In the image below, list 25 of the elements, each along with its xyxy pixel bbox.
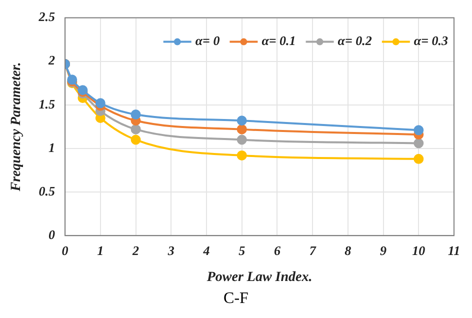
y-axis-title: Frequency Parameter. bbox=[9, 62, 24, 192]
x-tick-label: 10 bbox=[412, 242, 426, 258]
x-tick-label: 2 bbox=[132, 242, 140, 258]
x-axis-title: Power Law Index. bbox=[206, 270, 312, 286]
y-tick-label: 1 bbox=[48, 140, 56, 155]
x-tick-label: 5 bbox=[238, 242, 246, 258]
y-tick-label: 0 bbox=[48, 226, 56, 242]
legend-label: α= 0.2 bbox=[338, 33, 372, 48]
x-tick-label: 4 bbox=[202, 242, 210, 258]
y-tick-label: 2 bbox=[48, 52, 56, 68]
legend-label: α= 0.1 bbox=[262, 33, 296, 48]
y-tick-label: 2.5 bbox=[38, 9, 56, 24]
y-tick-label: 1.5 bbox=[38, 96, 56, 112]
x-tick-label: 6 bbox=[274, 242, 281, 258]
x-tick-label: 1 bbox=[97, 242, 104, 258]
x-tick-label: 9 bbox=[380, 242, 388, 258]
x-tick-label: 7 bbox=[309, 242, 316, 258]
x-tick-label: 0 bbox=[62, 242, 69, 258]
legend-label: α= 0 bbox=[195, 33, 220, 48]
text: C-F bbox=[222, 290, 250, 308]
y-tick-label: 0.5 bbox=[38, 183, 56, 198]
x-tick-label: 8 bbox=[344, 242, 352, 258]
x-tick-label: 11 bbox=[448, 242, 460, 258]
x-tick-label: 3 bbox=[166, 242, 175, 258]
legend-label: α= 0.3 bbox=[414, 33, 448, 48]
